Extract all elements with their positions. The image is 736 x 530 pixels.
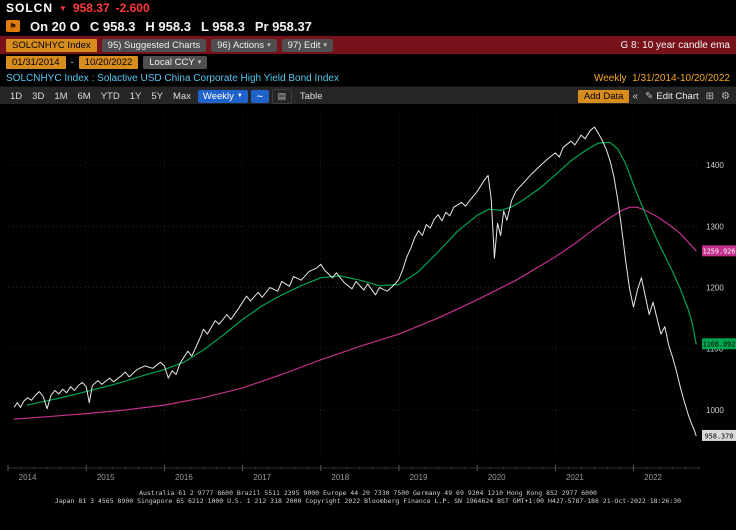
svg-text:958.370: 958.370 <box>705 432 734 440</box>
quote-prev: Pr 958.37 <box>254 18 312 34</box>
last-price: 958.37 <box>72 1 110 15</box>
down-arrow-icon: ▼ <box>59 3 67 13</box>
svg-text:1108.092: 1108.092 <box>703 341 736 349</box>
range-button-1d[interactable]: 1D <box>10 90 23 102</box>
chart-area[interactable]: 1000110012001300140020142015201620172018… <box>0 104 736 488</box>
range-button-3d[interactable]: 3D <box>32 90 45 102</box>
edit-chart-button[interactable]: ✎ Edit Chart <box>645 90 699 102</box>
title-bar: SOLCN ▼ 958.37 -2.600 <box>0 0 736 16</box>
range-button-ytd[interactable]: YTD <box>100 90 120 102</box>
terminal-footer: Australia 61 2 9777 8600 Brazil 5511 239… <box>0 489 736 505</box>
svg-text:2022: 2022 <box>644 473 662 482</box>
table-button[interactable]: Table <box>299 90 323 102</box>
chart-header: SOLCNHYC Index : Solactive USD China Cor… <box>0 70 736 86</box>
price-change: -2.600 <box>115 1 150 15</box>
svg-text:2019: 2019 <box>410 473 428 482</box>
svg-text:2021: 2021 <box>566 473 584 482</box>
range-button-max[interactable]: Max <box>172 90 191 102</box>
svg-text:2020: 2020 <box>488 473 506 482</box>
frequency-select[interactable]: Weekly ▼ <box>197 89 248 103</box>
quote-date: On 20 O <box>30 18 80 34</box>
chart-type-line-icon[interactable]: ∼ <box>250 89 269 103</box>
suggested-charts-button[interactable]: 95) Suggested Charts <box>101 38 207 52</box>
edit-menu-button[interactable]: 97) Edit ▾ <box>281 38 333 52</box>
chevron-down-icon: ▾ <box>267 42 271 49</box>
svg-text:2017: 2017 <box>253 473 271 482</box>
grid-view-icon[interactable]: ⊞ <box>705 90 715 102</box>
chart-template-label: G 8: 10 year candle ema <box>620 39 730 51</box>
index-description: SOLCNHYC Index : Solactive USD China Cor… <box>6 72 339 84</box>
chart-toolbar: 1D 3D 1M 6M YTD 1Y 5Y Max Weekly ▼ ∼ ▤ Table Add… <box>0 86 736 105</box>
range-button-1m[interactable]: 1M <box>54 90 68 102</box>
range-button-5y[interactable]: 5Y <box>151 90 163 102</box>
pencil-icon: ✎ <box>645 90 654 102</box>
flag-icon[interactable]: ⚑ <box>6 20 20 32</box>
range-button-group: 1D 3D 1M 6M YTD 1Y 5Y Max <box>6 90 195 103</box>
quote-close: C 958.3 <box>89 18 136 34</box>
start-date-field[interactable]: 01/31/2014 <box>6 55 66 69</box>
quote-line: ⚑ On 20 O C 958.3 H 958.3 L 958.3 Pr 958… <box>0 16 736 36</box>
svg-text:1300: 1300 <box>706 222 724 231</box>
svg-text:2018: 2018 <box>331 473 349 482</box>
range-separator: - <box>70 56 74 68</box>
footer-contacts-line2: Japan 81 3 4565 8900 Singapore 65 6212 1… <box>54 497 682 505</box>
security-symbol: SOLCN <box>6 1 53 15</box>
price-chart[interactable]: 1000110012001300140020142015201620172018… <box>0 104 736 488</box>
quote-high: H 958.3 <box>145 18 191 34</box>
svg-text:1200: 1200 <box>706 284 724 293</box>
quote-low: L 958.3 <box>200 18 245 34</box>
svg-text:1000: 1000 <box>706 406 724 415</box>
svg-text:1400: 1400 <box>706 161 724 170</box>
chart-style-icon[interactable]: ▤ <box>271 88 292 104</box>
chevron-down-icon: ▾ <box>323 42 327 49</box>
currency-select[interactable]: Local CCY ▾ <box>143 55 208 69</box>
end-date-field[interactable]: 10/20/2022 <box>78 55 139 69</box>
period-and-range: Weekly 1/31/2014-10/20/2022 <box>593 72 730 84</box>
date-range-bar: 01/31/2014 - 10/20/2022 Local CCY ▾ <box>0 54 736 70</box>
collapse-panel-icon[interactable]: « <box>632 90 638 102</box>
settings-gear-icon[interactable]: ⚙ <box>721 90 730 102</box>
chevron-down-icon: ▾ <box>197 59 202 66</box>
svg-text:2014: 2014 <box>19 473 37 482</box>
ticker-field[interactable]: SOLCNHYC Index <box>6 38 97 52</box>
svg-text:2016: 2016 <box>175 473 193 482</box>
chevron-down-icon: ▼ <box>236 93 243 99</box>
actions-menu-button[interactable]: 96) Actions ▾ <box>211 38 277 52</box>
command-bar: SOLCNHYC Index 95) Suggested Charts 96) … <box>0 36 736 54</box>
svg-text:1259.926: 1259.926 <box>703 248 736 256</box>
range-button-6m[interactable]: 6M <box>77 90 91 102</box>
add-data-button[interactable]: Add Data <box>577 89 630 103</box>
footer-contacts-line1: Australia 61 2 9777 8600 Brazil 5511 239… <box>139 489 597 497</box>
svg-text:2015: 2015 <box>97 473 115 482</box>
range-button-1y[interactable]: 1Y <box>129 90 142 102</box>
